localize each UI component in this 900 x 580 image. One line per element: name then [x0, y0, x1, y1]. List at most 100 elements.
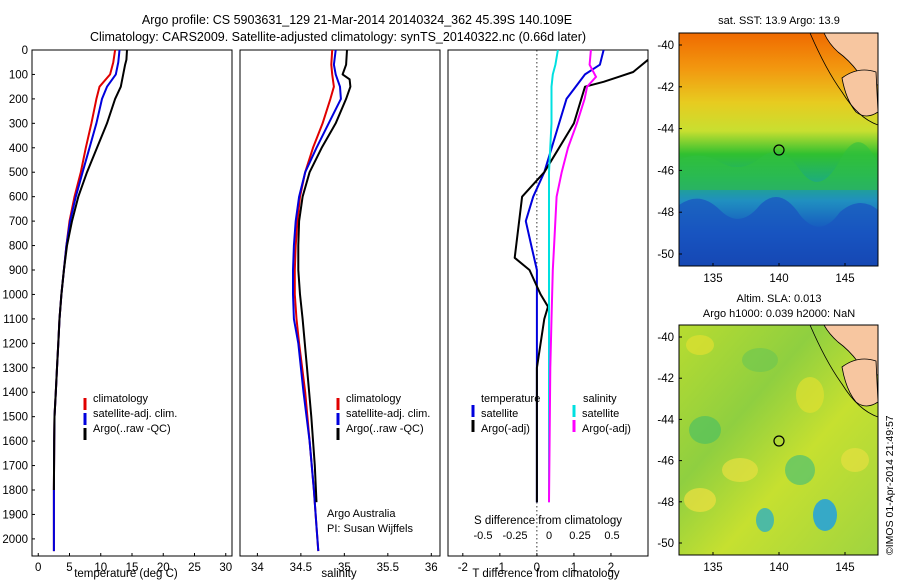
depth-tick-label: 1900: [2, 509, 28, 521]
sla-blob: [722, 458, 758, 482]
sst-map-title: sat. SST: 13.9 Argo: 13.9: [718, 15, 840, 27]
legend-climatology: climatology: [93, 393, 149, 405]
sla-blob: [689, 416, 721, 444]
sst-front: [679, 142, 878, 190]
map-lat-label: -46: [657, 456, 674, 468]
shelf-contour: [809, 33, 878, 126]
salinity-series: [292, 49, 352, 552]
map-lat-label: -42: [657, 373, 674, 385]
pi-note: PI: Susan Wijffels: [327, 523, 413, 535]
depth-tick-label: 1000: [2, 289, 28, 301]
x-tick-label: 34: [251, 562, 264, 574]
x-tick-label: 10: [94, 562, 107, 574]
x-tick-label: 0: [35, 562, 41, 574]
map-lon-label: 145: [835, 562, 854, 574]
s-diff-ticks: -0.5 -0.25 0 0.25 0.5: [474, 530, 620, 542]
x-tick-label: -1: [495, 562, 505, 574]
sla-map-axes: -40 -42 -44 -46 -48 -50 135 140 145: [657, 332, 854, 574]
depth-tick-label: 1300: [2, 363, 28, 375]
x-tick-label: 30: [219, 562, 232, 574]
s-diff-label: S difference from climatology: [474, 515, 622, 527]
x-tick-label: 20: [157, 562, 170, 574]
s-diff-tick: -0.25: [502, 530, 527, 542]
map-lat-label: -44: [657, 124, 674, 136]
series-line-s-satellite: [548, 49, 559, 503]
sla-blob-low: [756, 508, 774, 532]
series-line-satellite-adj-clim: [292, 49, 342, 552]
map-lon-label: 140: [769, 273, 788, 285]
map-lat-label: -48: [657, 207, 674, 219]
difference-x-axis: -2 -1 0 1 2: [458, 553, 614, 574]
series-line-temperature-argo-adj: [513, 59, 649, 503]
map-lat-label: -44: [657, 414, 674, 426]
temperature-legend: climatology satellite-adj. clim. Argo(..…: [83, 393, 177, 440]
depth-tick-label: 100: [9, 69, 28, 81]
map-lon-label: 140: [769, 562, 788, 574]
depth-tick-label: 1800: [2, 485, 28, 497]
legend-argo: Argo(..raw -QC): [346, 423, 424, 435]
x-tick-label: 36: [425, 562, 438, 574]
map-lat-label: -42: [657, 82, 674, 94]
x-tick-label: -2: [458, 562, 468, 574]
sla-blob: [841, 448, 869, 472]
series-line-argo-raw-qc: [297, 49, 352, 503]
legend-salinity-title: salinity: [583, 393, 617, 405]
map-lat-label: -48: [657, 497, 674, 509]
x-tick-label: 25: [188, 562, 201, 574]
depth-axis: 0 100 200 300 400 500 600 700 800 900 1000 1100 1200…: [2, 45, 35, 546]
temperature-panel: 0100200300400500600700800900100011001200…: [2, 45, 233, 580]
legend-satellite-adj: satellite-adj. clim.: [346, 408, 430, 420]
sla-blob: [686, 335, 714, 355]
series-line-temperature-satellite: [524, 49, 605, 503]
difference-panel: -2 -1 0 1 2 T difference from climatology S …: [447, 49, 649, 580]
depth-tick-label: 900: [9, 265, 28, 277]
sla-map-title-1: Altim. SLA: 0.013: [737, 293, 822, 305]
map-lat-label: -46: [657, 165, 674, 177]
map-lon-label: 135: [703, 562, 722, 574]
difference-legend: temperature satellite Argo(-adj) salinit…: [471, 393, 631, 435]
legend-t-argo: Argo(-adj): [481, 423, 530, 435]
series-line-s-argo: [548, 49, 598, 503]
map-lon-label: 145: [835, 273, 854, 285]
s-diff-tick: 0.5: [604, 530, 619, 542]
argo-float-marker: [773, 435, 785, 447]
difference-series: [513, 49, 649, 503]
sst-map: sat. SST: 13.9 Argo: 13.9 -40 -42 -44 -46 -4…: [657, 15, 879, 285]
s-diff-tick: -0.5: [474, 530, 493, 542]
sla-blob: [796, 377, 824, 413]
sla-blob-low: [813, 499, 837, 531]
map-lon-label: 135: [703, 273, 722, 285]
salinity-x-axis: 34 34.5 35 35.5 36: [251, 553, 438, 574]
shelf-contour: [809, 325, 878, 418]
temperature-x-axis: 0 5 10 15 20 25 30: [35, 553, 232, 574]
map-lat-label: -40: [657, 332, 674, 344]
depth-tick-label: 600: [9, 192, 28, 204]
legend-temperature-title: temperature: [481, 393, 540, 405]
depth-tick-label: 2000: [2, 534, 28, 546]
temperature-plot-frame: [31, 49, 233, 557]
x-tick-label: 35: [338, 562, 351, 574]
diff-x-label: T difference from climatology: [472, 568, 619, 580]
x-tick-label: 0: [534, 562, 540, 574]
legend-t-satellite: satellite: [481, 408, 518, 420]
depth-tick-label: 700: [9, 216, 28, 228]
depth-tick-label: 300: [9, 118, 28, 130]
tasmania: [841, 358, 878, 407]
legend-climatology: climatology: [346, 393, 402, 405]
depth-tick-label: 1400: [2, 387, 28, 399]
sla-blob: [785, 455, 815, 485]
depth-tick-label: 500: [9, 167, 28, 179]
argo-float-marker: [773, 144, 785, 156]
map-lat-label: -40: [657, 40, 674, 52]
imos-stamp: ©IMOS 01-Apr-2014 21:49:57: [884, 415, 896, 555]
title-line-2: Climatology: CARS2009. Satellite-adjuste…: [90, 30, 586, 44]
sst-map-axes: -40 -42 -44 -46 -48 -50 135 140 145: [657, 40, 854, 285]
depth-tick-label: 1600: [2, 436, 28, 448]
salinity-legend: climatology satellite-adj. clim. Argo(..…: [336, 393, 430, 440]
series-line-argo-raw-qc: [52, 49, 128, 491]
temperature-x-label: temperature (deg C): [74, 568, 178, 580]
title-line-1: Argo profile: CS 5903631_129 21-Mar-2014…: [142, 13, 572, 27]
depth-tick-label: 1700: [2, 461, 28, 473]
sla-blob: [684, 488, 716, 512]
